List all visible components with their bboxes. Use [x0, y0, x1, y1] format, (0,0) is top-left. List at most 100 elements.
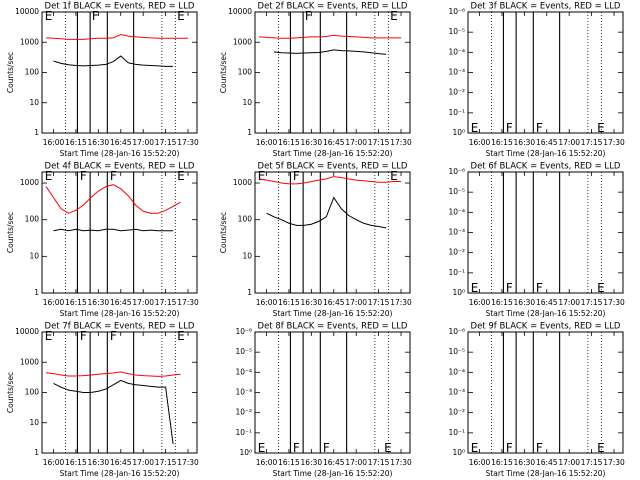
x-tick-label: 17:00	[345, 138, 367, 147]
y-tick-label: 10⁻⁶	[448, 327, 465, 336]
x-tick-label: 17:00	[558, 138, 580, 147]
series-line	[45, 184, 181, 214]
annotation: E	[45, 329, 53, 343]
y-tick-label: 10⁻²	[448, 248, 465, 257]
annotation: E	[177, 9, 185, 23]
x-tick-label: 16:30	[514, 138, 536, 147]
annotation: E	[471, 121, 479, 135]
y-tick-label: 1000	[20, 178, 39, 187]
x-tick-label: 17:15	[368, 458, 390, 467]
y-tick-label: 100	[25, 215, 40, 224]
annotation: E	[177, 169, 185, 183]
annotation: F	[506, 441, 513, 455]
series-line	[53, 55, 174, 67]
y-axis-label: Counts/sec	[219, 52, 228, 93]
series-line	[46, 34, 189, 40]
y-tick-label: 10⁰	[452, 128, 465, 137]
x-tick-label: 16:45	[110, 138, 132, 147]
y-tick-label: 10⁻⁵	[448, 347, 465, 356]
x-tick-label: 16:45	[536, 298, 558, 307]
x-axis-label: Start Time (28-Jan-16 15:52:20)	[60, 309, 180, 318]
annotation: E	[471, 441, 479, 455]
x-tick-label: 17:00	[558, 458, 580, 467]
y-tick-label: 10	[29, 98, 39, 107]
x-tick-label: 16:15	[278, 458, 300, 467]
annotation: F	[293, 169, 300, 183]
x-tick-label: 16:00	[43, 298, 65, 307]
x-tick-label: 16:15	[65, 298, 87, 307]
y-tick-label: 10⁻⁴	[448, 367, 465, 376]
x-tick-label: 16:30	[301, 138, 323, 147]
y-tick-label: 10	[29, 251, 39, 260]
annotation: E	[597, 121, 605, 135]
y-tick-label: 10⁻³	[448, 228, 465, 237]
x-tick-label: 16:45	[323, 138, 345, 147]
annotation: E	[390, 169, 398, 183]
y-tick-label: 10⁻¹	[448, 268, 465, 277]
x-tick-label: 17:15	[155, 138, 177, 147]
x-tick-label: 16:15	[65, 138, 87, 147]
series-line	[258, 176, 402, 185]
y-tick-label: 100	[238, 215, 253, 224]
x-tick-label: 17:30	[603, 138, 625, 147]
y-tick-label: 10⁻⁴	[235, 367, 252, 376]
x-tick-label: 16:00	[469, 138, 491, 147]
y-tick-label: 10⁻³	[448, 68, 465, 77]
chart-title: Det 4f BLACK = Events, RED = LLD	[45, 162, 195, 172]
chart-title: Det 8f BLACK = Events, RED = LLD	[258, 322, 408, 332]
plot-frame	[467, 171, 624, 294]
annotation: F	[110, 169, 117, 183]
x-tick-label: 16:00	[43, 458, 65, 467]
annotation: E	[384, 441, 392, 455]
y-tick-label: 10000	[15, 7, 39, 16]
series-line	[53, 379, 174, 444]
annotation: E	[45, 9, 53, 23]
y-tick-label: 1000	[233, 37, 252, 46]
x-tick-label: 17:00	[345, 458, 367, 467]
annotation: F	[536, 441, 543, 455]
annotation: E	[258, 169, 266, 183]
annotation: F	[506, 121, 513, 135]
y-tick-label: 1	[34, 288, 39, 297]
annotation: E	[258, 441, 266, 455]
y-tick-label: 10⁰	[239, 448, 252, 457]
x-tick-label: 16:15	[491, 458, 513, 467]
x-tick-label: 16:15	[278, 138, 300, 147]
y-axis-label: Counts/sec	[6, 212, 15, 253]
x-axis-label: Start Time (28-Jan-16 15:52:20)	[486, 149, 606, 158]
x-axis-label: Start Time (28-Jan-16 15:52:20)	[273, 309, 393, 318]
series-line	[266, 196, 387, 229]
annotation: F	[323, 441, 330, 455]
annotation: F	[92, 9, 99, 23]
y-tick-label: 10⁰	[452, 448, 465, 457]
y-axis-label: Counts/sec	[6, 372, 15, 413]
y-tick-label: 10⁻³	[448, 388, 465, 397]
y-tick-label: 10⁻²	[235, 408, 252, 417]
chart-title: Det 2f BLACK = Events, RED = LLD	[258, 2, 408, 12]
x-tick-label: 16:30	[88, 298, 110, 307]
y-tick-label: 10	[29, 418, 39, 427]
y-axis-label: Counts/sec	[219, 212, 228, 253]
x-tick-label: 17:30	[390, 458, 412, 467]
x-tick-label: 17:00	[132, 458, 154, 467]
x-tick-label: 16:45	[323, 458, 345, 467]
y-tick-label: 100	[25, 68, 40, 77]
y-tick-label: 10⁻⁴	[448, 47, 465, 56]
x-tick-label: 16:30	[301, 298, 323, 307]
chart-title: Det 6f BLACK = Events, RED = LLD	[471, 162, 621, 172]
plot-frame	[41, 171, 198, 294]
y-tick-label: 10⁻²	[448, 88, 465, 97]
x-tick-label: 16:00	[256, 458, 278, 467]
chart-title: Det 3f BLACK = Events, RED = LLD	[471, 2, 621, 12]
x-tick-label: 17:00	[558, 298, 580, 307]
x-tick-label: 17:15	[368, 138, 390, 147]
x-axis-label: Start Time (28-Jan-16 15:52:20)	[486, 309, 606, 318]
x-tick-label: 16:00	[469, 458, 491, 467]
annotation: E	[177, 329, 185, 343]
x-tick-label: 17:30	[177, 138, 199, 147]
annotation: F	[80, 329, 87, 343]
x-axis-label: Start Time (28-Jan-16 15:52:20)	[486, 469, 606, 478]
